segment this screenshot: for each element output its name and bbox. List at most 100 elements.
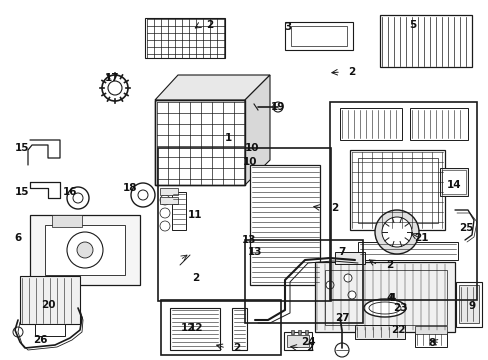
Bar (161, 300, 281, 355)
Bar (414, 326, 446, 334)
Text: 18: 18 (122, 183, 137, 193)
Bar (305, 330, 307, 334)
Ellipse shape (363, 299, 405, 317)
Text: 14: 14 (446, 180, 460, 190)
Text: 2: 2 (206, 20, 213, 30)
Bar (290, 330, 293, 334)
Text: 16: 16 (62, 187, 77, 197)
Text: 2: 2 (233, 343, 240, 353)
Bar (458, 285, 478, 323)
Circle shape (73, 193, 83, 203)
Text: 20: 20 (41, 300, 55, 310)
Bar (20, 276, 80, 324)
Bar (145, 18, 224, 58)
Bar (244, 240, 362, 323)
Bar (297, 330, 301, 334)
Circle shape (334, 343, 348, 357)
Bar (286, 335, 308, 347)
Text: 3: 3 (284, 22, 291, 32)
Bar (439, 168, 467, 196)
Text: 5: 5 (408, 20, 416, 30)
Bar (339, 108, 401, 140)
Circle shape (77, 242, 93, 258)
Bar (249, 165, 319, 285)
Bar (357, 158, 437, 223)
Bar (441, 170, 465, 194)
Bar (155, 100, 244, 185)
Bar (334, 252, 364, 264)
Text: 17: 17 (104, 73, 119, 83)
Circle shape (160, 208, 170, 218)
Bar (35, 324, 65, 336)
Text: 11: 11 (187, 210, 202, 220)
Bar (357, 242, 457, 260)
Bar (325, 270, 446, 325)
Bar (45, 225, 125, 275)
Text: 9: 9 (468, 301, 475, 311)
Circle shape (325, 281, 333, 289)
Text: 26: 26 (33, 335, 47, 345)
Polygon shape (155, 75, 269, 100)
Text: 13: 13 (241, 235, 256, 245)
Text: 12: 12 (181, 323, 195, 333)
Bar (155, 100, 244, 185)
Text: 2: 2 (347, 67, 355, 77)
Circle shape (138, 190, 148, 200)
Bar (160, 188, 178, 195)
Bar (314, 262, 454, 332)
Text: 8: 8 (427, 338, 435, 348)
Text: 24: 24 (300, 337, 315, 347)
Bar (160, 197, 178, 204)
Bar (379, 15, 471, 67)
Circle shape (160, 221, 170, 231)
Bar (170, 308, 220, 350)
Bar (285, 22, 352, 50)
Circle shape (343, 274, 351, 282)
Bar (52, 215, 82, 227)
Bar (290, 26, 346, 46)
Text: 13: 13 (247, 247, 262, 257)
Circle shape (347, 291, 355, 299)
Text: 4: 4 (386, 293, 393, 303)
Bar (354, 325, 404, 339)
Bar (158, 148, 330, 301)
Bar (409, 108, 467, 140)
Text: 10: 10 (244, 143, 259, 153)
Text: 21: 21 (413, 233, 427, 243)
Text: 1: 1 (224, 133, 231, 143)
Text: 19: 19 (270, 102, 285, 112)
Ellipse shape (368, 302, 400, 314)
Text: 10: 10 (242, 157, 257, 167)
Circle shape (102, 75, 128, 101)
Bar (455, 282, 481, 327)
Text: 2: 2 (386, 260, 393, 270)
Circle shape (381, 217, 411, 247)
Text: 2: 2 (192, 273, 199, 283)
Circle shape (13, 327, 23, 337)
Text: 2: 2 (306, 343, 313, 353)
Circle shape (131, 183, 155, 207)
Bar (349, 150, 444, 230)
Text: 22: 22 (390, 325, 405, 335)
Text: 27: 27 (334, 313, 348, 323)
Text: 25: 25 (458, 223, 472, 233)
Bar (329, 102, 476, 300)
Text: 15: 15 (15, 143, 29, 153)
Circle shape (272, 102, 283, 112)
Text: 23: 23 (392, 303, 407, 313)
Text: 15: 15 (15, 187, 29, 197)
Circle shape (374, 210, 418, 254)
Bar (284, 332, 311, 350)
Polygon shape (244, 75, 269, 185)
Circle shape (108, 81, 122, 95)
Bar (30, 215, 140, 285)
Circle shape (67, 232, 103, 268)
Bar (172, 192, 185, 230)
Circle shape (67, 187, 89, 209)
Circle shape (160, 195, 170, 205)
Text: 4: 4 (387, 293, 395, 303)
Bar (231, 308, 246, 350)
Text: 12: 12 (188, 323, 203, 333)
Bar (414, 332, 446, 347)
Text: 7: 7 (338, 247, 345, 257)
